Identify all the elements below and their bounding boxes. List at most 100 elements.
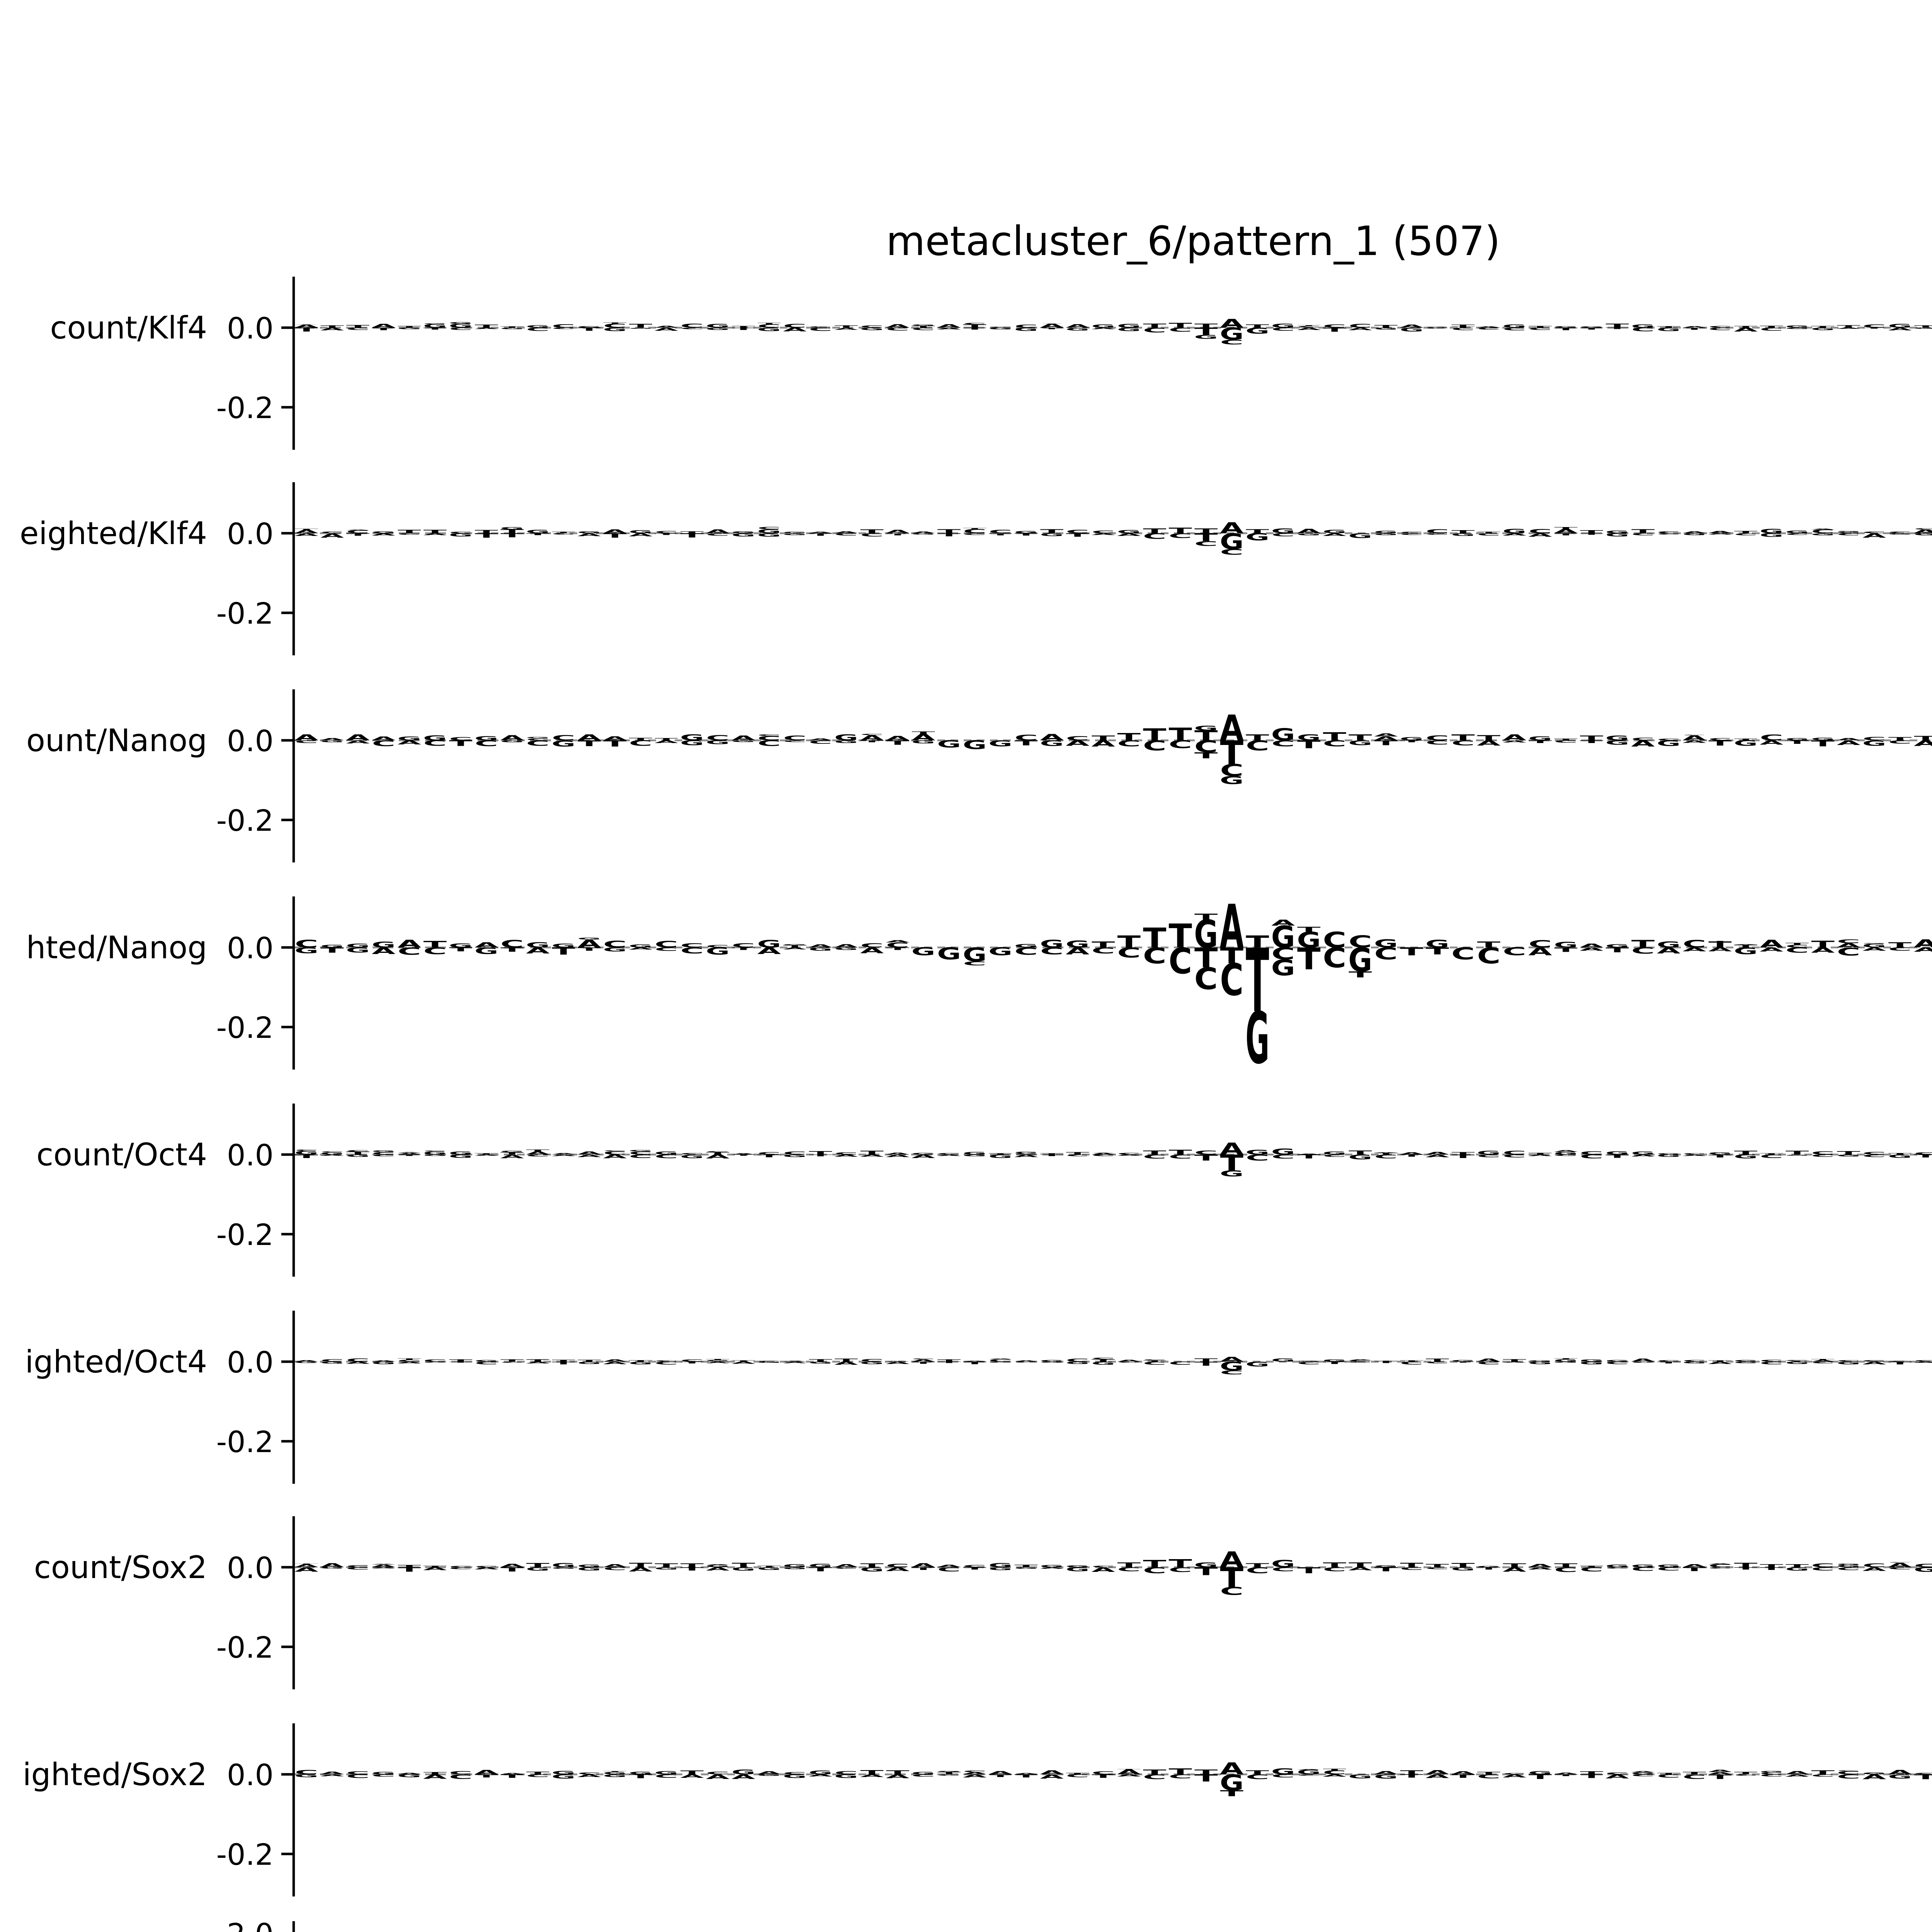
logo-letter-G: G	[1040, 532, 1064, 537]
logo-letter-T: T	[1400, 1360, 1423, 1362]
logo-letter-C: C	[783, 740, 807, 743]
logo-letter-A: A	[834, 531, 858, 534]
logo-letter-A: A	[1811, 1360, 1835, 1362]
logo-letter-C: C	[449, 736, 473, 742]
logo-letter-C: C	[1760, 733, 1783, 742]
logo-letter-C: C	[1246, 738, 1269, 753]
logo-letter-A: A	[474, 1769, 498, 1776]
logo-letter-T: T	[1811, 939, 1834, 949]
logo-letter-T: T	[1657, 1361, 1680, 1364]
logo-letter-T: T	[963, 327, 986, 330]
logo-letter-G: G	[809, 1770, 833, 1776]
logo-letter-G: G	[912, 1152, 935, 1155]
logo-letter-G: G	[449, 323, 473, 329]
logo-letter-G: G	[346, 943, 370, 949]
logo-letter-G: G	[577, 1566, 601, 1572]
logo-letter-G: G	[1014, 1151, 1038, 1153]
logo-letter-C: C	[1194, 540, 1218, 548]
logo-letter-A: A	[860, 734, 884, 742]
logo-letter-T: T	[372, 327, 396, 331]
logo-letter-C: C	[655, 939, 678, 950]
logo-letter-T: T	[1040, 1154, 1064, 1157]
logo-letter-C: C	[783, 323, 807, 329]
logo-letter-T: T	[398, 1566, 421, 1573]
logo-letter-C: C	[835, 1770, 858, 1775]
logo-letter-A: A	[1220, 1898, 1244, 1932]
logo-letter-C: C	[398, 1359, 421, 1362]
logo-letter-T: T	[1117, 731, 1141, 743]
logo-letter-C: C	[1426, 533, 1449, 535]
logo-letter-A: A	[1425, 1774, 1449, 1779]
logo-letter-A: A	[577, 938, 601, 950]
logo-letter-T: T	[1194, 1769, 1218, 1776]
logo-letter-C: C	[475, 1361, 498, 1366]
logo-letter-T: T	[1220, 943, 1244, 969]
logo-letter-A: A	[912, 1154, 935, 1159]
logo-letter-T: T	[1194, 1357, 1218, 1362]
logo-letter-T: T	[1092, 735, 1115, 742]
logo-letter-G: G	[988, 739, 1012, 748]
logo-letter-A: A	[706, 1361, 730, 1364]
logo-letter-A: A	[783, 1361, 807, 1362]
logo-letter-C: C	[1683, 1153, 1706, 1155]
logo-letter-G: G	[526, 941, 550, 949]
logo-letter-C: C	[1708, 738, 1732, 741]
logo-letter-T: T	[1605, 1154, 1629, 1159]
logo-letter-C: C	[757, 526, 781, 530]
logo-letter-C: C	[1400, 1361, 1423, 1366]
logo-letter-T: T	[963, 1361, 986, 1365]
logo-letter-G: G	[706, 1564, 730, 1568]
logo-letter-A: A	[731, 1361, 755, 1365]
logo-letter-G: G	[1400, 327, 1423, 333]
logo-letter-C: C	[398, 533, 421, 535]
logo-letter-T: T	[963, 1566, 986, 1570]
logo-letter-T: T	[1554, 1774, 1578, 1777]
logo-letter-C: C	[1477, 532, 1501, 536]
logo-letter-T: T	[732, 1154, 755, 1156]
logo-letter-C: C	[1760, 1774, 1783, 1777]
logo-letter-C: C	[1400, 1566, 1423, 1571]
logo-letter-C: C	[1168, 1773, 1192, 1779]
logo-letter-T: T	[1554, 1563, 1578, 1569]
logo-letter-T: T	[757, 323, 781, 325]
logo-letter-T: T	[655, 1563, 678, 1569]
row-label-count-sox2: count/Sox2	[34, 1549, 207, 1585]
logo-letter-C: C	[1786, 533, 1809, 536]
logo-letter-G: G	[1323, 1359, 1347, 1362]
logo-letter-A: A	[629, 1566, 653, 1573]
logo-letter-C: C	[1760, 1772, 1783, 1775]
logo-letter-A: A	[603, 529, 627, 534]
logo-letter-T: T	[1529, 1773, 1552, 1781]
logo-letter-C: C	[1888, 1566, 1912, 1570]
logo-letter-A: A	[1837, 738, 1861, 741]
logo-letter-T: T	[1117, 1561, 1141, 1569]
logo-letter-A: A	[346, 529, 370, 531]
logo-letter-A: A	[295, 324, 319, 325]
logo-letter-T: T	[1220, 1562, 1244, 1594]
logo-letter-A: A	[1580, 947, 1604, 952]
logo-letter-G: G	[1785, 327, 1809, 329]
logo-letter-C: C	[1014, 1361, 1038, 1362]
logo-letter-G: G	[577, 1361, 601, 1364]
logo-letter-T: T	[1451, 733, 1475, 742]
logo-letter-C: C	[1811, 529, 1835, 534]
logo-letter-G: G	[1451, 532, 1475, 537]
logo-letter-T: T	[989, 1153, 1012, 1155]
logo-letter-T: T	[423, 1565, 447, 1568]
logo-letter-C: C	[1220, 1369, 1243, 1376]
logo-letter-T: T	[1503, 1563, 1526, 1569]
logo-letter-T: T	[1349, 970, 1372, 980]
logo-letter-G: G	[1014, 943, 1038, 949]
logo-letter-G: G	[1348, 1153, 1372, 1161]
logo-letter-G: G	[1348, 739, 1372, 747]
logo-letter-G: G	[834, 1774, 858, 1779]
logo-letter-C: C	[1194, 962, 1218, 997]
logo-letter-T: T	[1426, 1563, 1449, 1568]
logo-letter-G: G	[372, 1361, 396, 1365]
logo-letter-G: G	[320, 1152, 344, 1155]
logo-letter-G: G	[1271, 955, 1295, 981]
logo-letter-T: T	[295, 327, 318, 333]
logo-letter-C: C	[680, 942, 704, 949]
